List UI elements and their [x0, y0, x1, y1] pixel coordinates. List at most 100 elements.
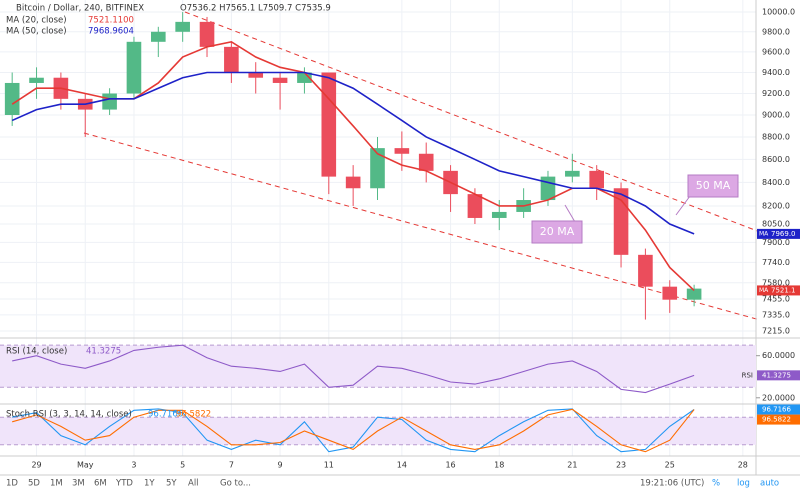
candle-body: [394, 148, 410, 154]
price-badge-value: 7969.0: [771, 230, 796, 238]
y-tick-label: 7740.0: [762, 258, 790, 267]
range-button[interactable]: 1M: [50, 479, 63, 489]
candle-body: [151, 31, 166, 42]
candle-body: [175, 21, 190, 32]
candle-body: [102, 93, 117, 110]
candle-body: [248, 72, 264, 78]
range-button[interactable]: 3M: [72, 479, 85, 489]
y-tick-label: 8600.0: [762, 155, 790, 164]
y-tick-label: 8050.0: [762, 220, 790, 229]
range-button[interactable]: 1D: [6, 479, 18, 489]
x-tick-label: 29: [31, 461, 41, 470]
value-badge: [757, 414, 800, 425]
price-badge: [757, 228, 800, 239]
value-badge-text: 96.5822: [762, 416, 791, 424]
y-tick-label: 9800.0: [762, 27, 790, 36]
goto-button[interactable]: Go to...: [220, 479, 251, 489]
x-tick-label: 3: [131, 461, 136, 470]
candle-body: [662, 286, 678, 300]
price-badge: [757, 285, 800, 296]
range-button[interactable]: 1Y: [144, 479, 155, 489]
candle-body: [345, 176, 361, 189]
y-tick-label: 7900.0: [762, 238, 790, 247]
range-button[interactable]: YTD: [115, 479, 133, 489]
y-tick-label: 7215.0: [762, 327, 790, 336]
candle-body: [565, 170, 580, 177]
scale-option[interactable]: %: [712, 479, 720, 489]
x-tick-label: 9: [278, 461, 283, 470]
y-tick-label: 9000.0: [762, 111, 790, 120]
x-tick-label: 7: [229, 461, 234, 470]
value-badge-text: 41.3275: [762, 371, 791, 379]
y-tick-label: 7335.0: [762, 310, 790, 319]
candle-body: [638, 254, 653, 287]
value-badge: [757, 404, 800, 415]
badge-tag: MA: [759, 230, 769, 237]
ma-legend: MA (50, close): [6, 27, 67, 37]
x-tick-label: 18: [494, 461, 504, 470]
range-button[interactable]: 5Y: [166, 479, 177, 489]
range-button[interactable]: 6M: [94, 479, 107, 489]
annotation-box: [531, 220, 583, 244]
line-series: [12, 408, 695, 453]
candle-body: [370, 148, 385, 189]
y-tick-label: 20.0000: [762, 393, 795, 402]
y-tick-label: 7455.0: [762, 295, 790, 304]
line-series: [12, 344, 695, 394]
ma-value: 7968.9604: [88, 27, 134, 37]
y-tick-label: 9600.0: [762, 47, 790, 56]
toolbar: 1D 5D 1M 3M 6M YTD 1Y 5Y All Go to... 19:21:06 (UT…: [6, 479, 779, 489]
rsi-value: 41.3275: [86, 347, 121, 357]
line-series: [12, 408, 695, 453]
annotation-arrow: [564, 204, 576, 223]
badge-tag: MA: [759, 287, 769, 294]
y-tick-label: 9400.0: [762, 68, 790, 77]
candle-body: [224, 46, 239, 73]
x-tick-label: 21: [567, 461, 577, 470]
value-badge-text: 96.7166: [762, 406, 791, 414]
annotation: 50 MA 20 MA: [531, 174, 739, 244]
x-tick-label: 5: [180, 461, 185, 470]
x-tick-label: 14: [397, 461, 407, 470]
ma-legend: MA (20, close): [6, 16, 67, 26]
candle-body: [491, 211, 507, 218]
x-tick-label: May: [77, 461, 94, 470]
rsi-title: RSI (14, close): [6, 347, 67, 357]
x-tick-label: 16: [445, 461, 455, 470]
y-tick-label: 8200.0: [762, 201, 790, 210]
value-badge: [757, 370, 800, 381]
stoch-value: 96.5822: [176, 410, 211, 420]
y-tick-label: 9200.0: [762, 89, 790, 98]
candle-body: [272, 77, 288, 83]
candle-body: [540, 176, 556, 201]
candle-body: [29, 77, 44, 83]
price-badge-value: 7521.1: [771, 286, 796, 294]
candle-body: [4, 82, 20, 116]
y-tick-label: 8800.0: [762, 132, 790, 141]
x-tick-label: 23: [616, 461, 626, 470]
candle-body: [686, 288, 702, 300]
x-tick-label: 28: [738, 461, 748, 470]
stoch-value: 96.7166: [148, 410, 183, 420]
trend-line: [184, 11, 761, 233]
x-tick-label: 25: [665, 461, 675, 470]
scale-option[interactable]: log: [737, 479, 750, 489]
x-tick-label: 11: [324, 461, 334, 470]
candle-body: [126, 41, 142, 94]
annotation-text: 20 MA: [540, 225, 575, 238]
annotation-box: [687, 174, 739, 198]
y-tick-label: 60.0000: [762, 351, 795, 360]
candle-body: [467, 194, 483, 218]
candle-body: [418, 153, 434, 171]
annotation-text: 50 MA: [696, 179, 731, 192]
range-button[interactable]: All: [188, 479, 199, 489]
clock: 19:21:06 (UTC): [640, 479, 704, 489]
candle-body: [199, 21, 215, 47]
scale-option[interactable]: auto: [760, 479, 779, 489]
annotation-arrow: [675, 195, 691, 216]
ohlc: O7536.2 H7565.1 L7509.7 C7535.9: [180, 4, 331, 14]
range-button[interactable]: 5D: [28, 479, 40, 489]
y-tick-label: 7580.0: [762, 278, 790, 287]
